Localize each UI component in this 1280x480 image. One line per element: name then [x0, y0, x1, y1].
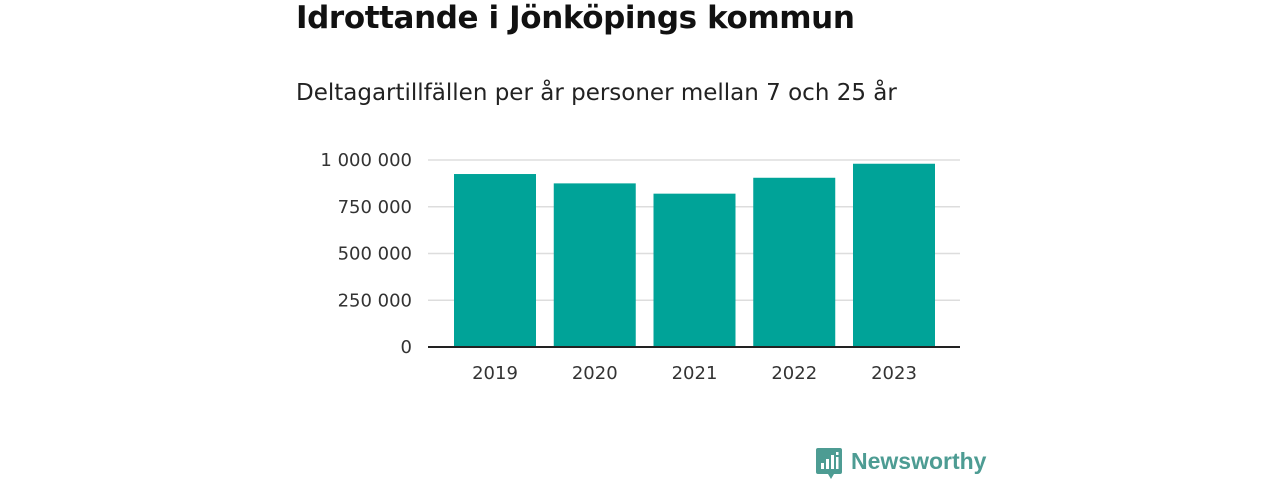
y-tick-label: 750 000	[338, 197, 412, 218]
y-tick-label: 1 000 000	[320, 150, 412, 171]
bar-2019	[454, 174, 536, 347]
chart-title: Idrottande i Jönköpings kommun	[296, 0, 855, 36]
x-tick-label: 2020	[572, 363, 618, 384]
y-tick-label: 250 000	[338, 290, 412, 311]
bar-2020	[553, 183, 636, 347]
chart-subtitle: Deltagartillfällen per år personer mella…	[296, 80, 897, 106]
newsworthy-logo: Newsworthy	[815, 446, 986, 480]
bars	[454, 163, 935, 347]
x-tick-label: 2023	[871, 363, 917, 384]
bar-2023	[853, 163, 935, 347]
y-tick-label: 500 000	[338, 244, 412, 265]
y-tick-label: 0	[401, 337, 412, 358]
x-tick-label: 2021	[672, 363, 718, 384]
bar-2022	[753, 177, 836, 347]
bar-2021	[653, 193, 736, 347]
x-tick-label: 2022	[771, 363, 817, 384]
x-tick-label: 2019	[472, 363, 518, 384]
y-axis-ticks: 0 250 000 500 000 750 000 1 000 000	[320, 150, 412, 358]
brand-name: Newsworthy	[851, 448, 987, 474]
bar-chart-speech-bubble-icon	[816, 448, 842, 479]
x-axis-ticks: 2019 2020 2021 2022 2023	[472, 363, 917, 384]
